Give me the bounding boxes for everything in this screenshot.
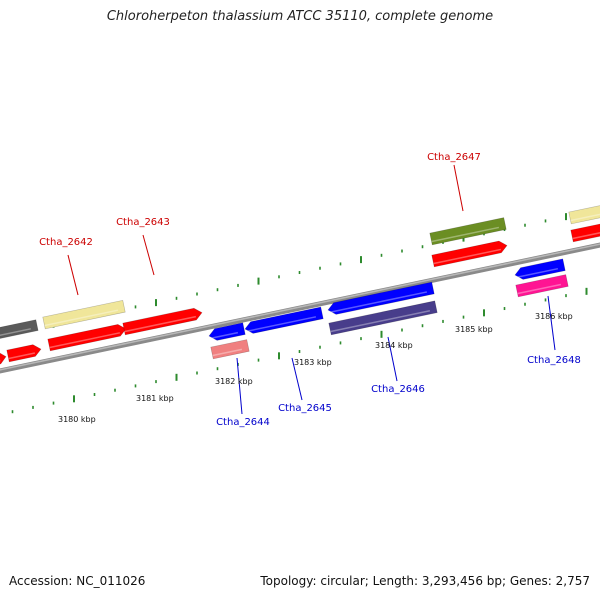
callout-line <box>67 254 79 296</box>
kbp-label-layer: 3180 kbp 3181 kbp 3182 kbp 3183 kbp 3184 kbp… <box>58 312 573 424</box>
tick-row-reverse <box>11 287 588 414</box>
gene-label-ctha_2643[interactable]: Ctha_2643 <box>116 217 170 228</box>
feature-cds-reverse <box>327 281 435 315</box>
feature-cds-forward <box>0 352 7 365</box>
genome-stats-label: Topology: circular; Length: 3,293,456 bp… <box>260 574 590 588</box>
callout-layer: Ctha_2642 Ctha_2643 Ctha_2647 Ctha_2644 Ctha… <box>39 152 581 428</box>
gene-label-ctha_2648[interactable]: Ctha_2648 <box>527 355 581 366</box>
gene-label-ctha_2642[interactable]: Ctha_2642 <box>39 237 93 248</box>
feature-cds-forward <box>47 324 127 352</box>
gene-label-ctha_2647[interactable]: Ctha_2647 <box>427 152 481 163</box>
callout-line <box>453 164 464 212</box>
feature-cds-forward <box>6 344 42 363</box>
callout-line <box>291 357 303 401</box>
kbp-tick-label: 3182 kbp <box>215 377 253 386</box>
callout-line <box>387 336 398 382</box>
callout-line <box>142 234 155 276</box>
kbp-tick-label: 3184 kbp <box>375 341 413 350</box>
feature-lightcoral <box>210 339 250 360</box>
feature-darkslateblue <box>328 300 438 336</box>
feature-cds-forward <box>122 307 203 336</box>
kbp-tick-label: 3181 kbp <box>136 394 174 403</box>
callout-line <box>547 295 556 351</box>
feature-gray <box>0 319 39 339</box>
feature-khaki <box>42 299 126 330</box>
feature-khaki <box>568 205 600 225</box>
feature-cds-forward <box>570 223 600 243</box>
gene-label-ctha_2646[interactable]: Ctha_2646 <box>371 384 425 395</box>
feature-cds-reverse <box>208 322 246 341</box>
kbp-tick-label: 3186 kbp <box>535 312 573 321</box>
backbone <box>0 242 600 374</box>
feature-layer <box>0 205 600 365</box>
feature-olive <box>429 217 507 246</box>
feature-cds-reverse <box>244 306 324 334</box>
gene-label-ctha_2645[interactable]: Ctha_2645 <box>278 403 332 414</box>
gene-label-ctha_2644[interactable]: Ctha_2644 <box>216 417 270 428</box>
feature-deeppink <box>515 274 569 298</box>
map-title: Chloroherpeton thalassium ATCC 35110, co… <box>106 9 494 24</box>
kbp-tick-label: 3180 kbp <box>58 415 96 424</box>
kbp-tick-label: 3185 kbp <box>455 325 493 334</box>
accession-label: Accession: NC_011026 <box>9 574 146 588</box>
feature-cds-forward <box>431 240 508 268</box>
feature-cds-reverse <box>514 258 566 280</box>
kbp-tick-label: 3183 kbp <box>294 358 332 367</box>
callout-line <box>236 357 243 415</box>
